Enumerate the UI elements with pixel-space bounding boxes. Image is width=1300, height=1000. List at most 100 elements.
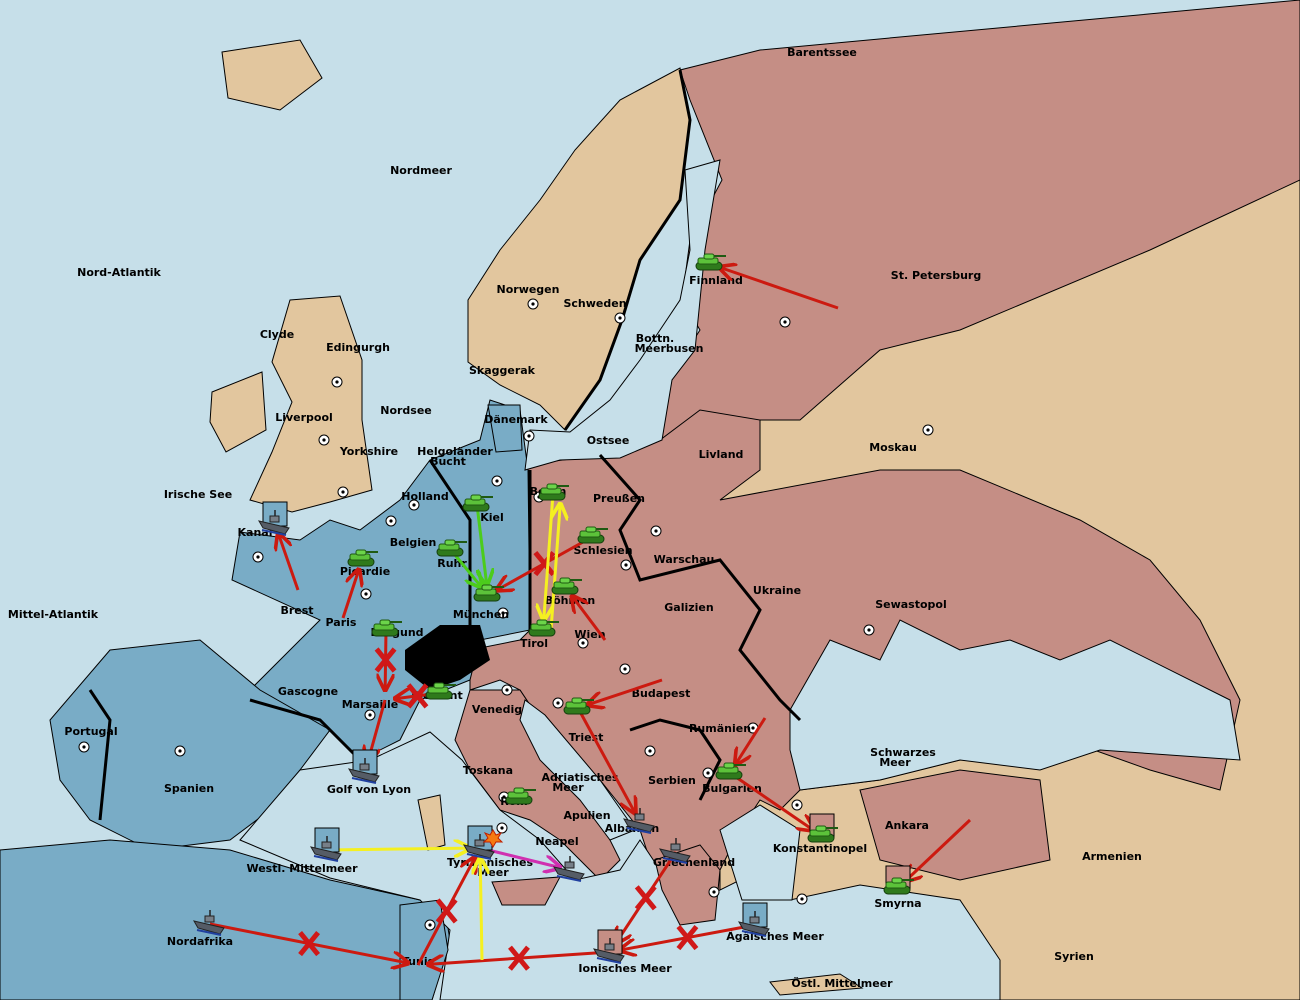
label-skaggerak[interactable]: Skaggerak xyxy=(469,364,536,377)
label-neapel[interactable]: Neapel xyxy=(535,835,578,848)
army-unit[interactable] xyxy=(528,619,559,637)
label-ukraine[interactable]: Ukraine xyxy=(753,584,801,597)
label-stpetersburg[interactable]: St. Petersburg xyxy=(891,269,981,282)
army-unit[interactable] xyxy=(577,526,608,544)
label-aegaeis[interactable]: Ägäisches Meer xyxy=(726,929,824,943)
label-schwarzes1[interactable]: Schwarzes xyxy=(870,746,936,759)
ship-icon xyxy=(462,834,495,860)
label-budapest[interactable]: Budapest xyxy=(632,687,691,700)
army-unit[interactable] xyxy=(473,584,504,602)
label-galizien[interactable]: Galizien xyxy=(664,601,713,614)
label-ostsee[interactable]: Ostsee xyxy=(587,434,630,447)
label-yorkshire[interactable]: Yorkshire xyxy=(339,445,398,458)
army-unit[interactable] xyxy=(883,865,914,895)
supply-center-icon xyxy=(619,663,631,675)
label-konstantinopel[interactable]: Konstantinopel xyxy=(773,842,867,855)
label-tirol[interactable]: Tirol xyxy=(520,637,548,650)
fleet-unit[interactable] xyxy=(192,910,225,936)
sicily-island xyxy=(491,876,561,906)
label-paris[interactable]: Paris xyxy=(326,616,357,629)
label-warschau[interactable]: Warschau xyxy=(654,553,715,566)
label-kanal[interactable]: Kanal xyxy=(238,526,273,539)
label-muenchen[interactable]: München xyxy=(453,608,509,621)
order-arrow-support xyxy=(326,848,470,850)
label-preussen[interactable]: Preußen xyxy=(593,492,645,505)
label-westmittelmeer[interactable]: Westl. Mittelmeer xyxy=(246,862,358,875)
army-unit[interactable] xyxy=(563,697,594,715)
label-helgo2[interactable]: Bucht xyxy=(430,455,466,468)
label-bottn2[interactable]: Meerbusen xyxy=(635,342,704,355)
label-oestlmittelmeer[interactable]: Östl. Mittelmeer xyxy=(791,976,893,990)
army-unit[interactable] xyxy=(538,483,569,501)
label-venedig[interactable]: Venedig xyxy=(472,703,522,716)
label-rumaenien[interactable]: Rumänien xyxy=(689,722,751,735)
label-kiel[interactable]: Kiel xyxy=(480,511,504,524)
tank-icon xyxy=(473,584,504,602)
army-unit[interactable] xyxy=(807,813,838,843)
label-picardie[interactable]: Picardie xyxy=(340,565,390,578)
fleet-unit[interactable] xyxy=(552,856,585,882)
fleet-unit[interactable] xyxy=(309,827,342,862)
label-norwegen[interactable]: Norwegen xyxy=(497,283,560,296)
label-adria1[interactable]: Adriatisches xyxy=(542,771,619,784)
fleet-unit[interactable] xyxy=(257,501,290,536)
army-unit[interactable] xyxy=(715,762,746,780)
label-adria2[interactable]: Meer xyxy=(552,781,584,794)
label-irische[interactable]: Irische See xyxy=(164,488,232,501)
label-ankara[interactable]: Ankara xyxy=(885,819,929,832)
label-tyrrh2[interactable]: Meer xyxy=(477,866,509,879)
label-gascogne[interactable]: Gascogne xyxy=(278,685,338,698)
label-edingurgh[interactable]: Edingurgh xyxy=(326,341,390,354)
tunis xyxy=(399,899,449,1000)
army-unit[interactable] xyxy=(695,253,726,271)
ankara xyxy=(859,769,1051,881)
label-golflyon[interactable]: Golf von Lyon xyxy=(327,783,411,796)
label-marseille[interactable]: Marsaille xyxy=(342,698,399,711)
supply-center-icon xyxy=(614,312,626,324)
label-toskana[interactable]: Toskana xyxy=(463,764,513,777)
label-smyrna[interactable]: Smyrna xyxy=(874,897,921,910)
label-bottn1[interactable]: Bottn. xyxy=(636,332,674,345)
label-mittelatlantik[interactable]: Mittel-Atlantik xyxy=(8,608,99,621)
label-holland[interactable]: Holland xyxy=(401,490,448,503)
label-nordafrika[interactable]: Nordafrika xyxy=(167,935,233,948)
fleet-unit[interactable] xyxy=(622,808,655,834)
supply-center-icon xyxy=(501,684,513,696)
label-helgo1[interactable]: Helgoländer xyxy=(417,445,493,458)
label-ionisches[interactable]: Ionisches Meer xyxy=(578,962,672,975)
label-finnland[interactable]: Finnland xyxy=(689,274,743,287)
fleet-unit[interactable] xyxy=(592,929,625,964)
fleet-unit[interactable] xyxy=(737,902,770,937)
label-moskau[interactable]: Moskau xyxy=(869,441,917,454)
label-armenien[interactable]: Armenien xyxy=(1082,850,1142,863)
army-unit[interactable] xyxy=(347,549,378,567)
army-unit[interactable] xyxy=(425,682,456,700)
label-livland[interactable]: Livland xyxy=(699,448,744,461)
army-unit[interactable] xyxy=(551,577,582,595)
army-unit[interactable] xyxy=(436,539,467,557)
army-unit[interactable] xyxy=(462,494,493,512)
fleet-unit[interactable] xyxy=(462,825,495,860)
label-spanien[interactable]: Spanien xyxy=(164,782,214,795)
label-schweden[interactable]: Schweden xyxy=(563,297,626,310)
label-schwarzes2[interactable]: Meer xyxy=(879,756,911,769)
fleet-unit[interactable] xyxy=(658,838,691,864)
label-brest[interactable]: Brest xyxy=(280,604,313,617)
label-sewastopol[interactable]: Sewastopol xyxy=(875,598,947,611)
label-belgien[interactable]: Belgien xyxy=(390,536,437,549)
label-portugal[interactable]: Portugal xyxy=(64,725,117,738)
army-unit[interactable] xyxy=(505,787,536,805)
label-daenemark[interactable]: Dänemark xyxy=(484,413,548,426)
label-serbien[interactable]: Serbien xyxy=(648,774,696,787)
label-apulien[interactable]: Apulien xyxy=(563,809,610,822)
ship-icon xyxy=(552,856,585,882)
fleet-unit[interactable] xyxy=(347,749,380,784)
supply-center-icon xyxy=(527,298,539,310)
label-nordsee[interactable]: Nordsee xyxy=(380,404,432,417)
label-schlesien[interactable]: Schlesien xyxy=(573,544,632,557)
label-clyde[interactable]: Clyde xyxy=(260,328,294,341)
label-liverpool[interactable]: Liverpool xyxy=(275,411,333,424)
army-unit[interactable] xyxy=(371,619,402,637)
label-syrien[interactable]: Syrien xyxy=(1054,950,1094,963)
